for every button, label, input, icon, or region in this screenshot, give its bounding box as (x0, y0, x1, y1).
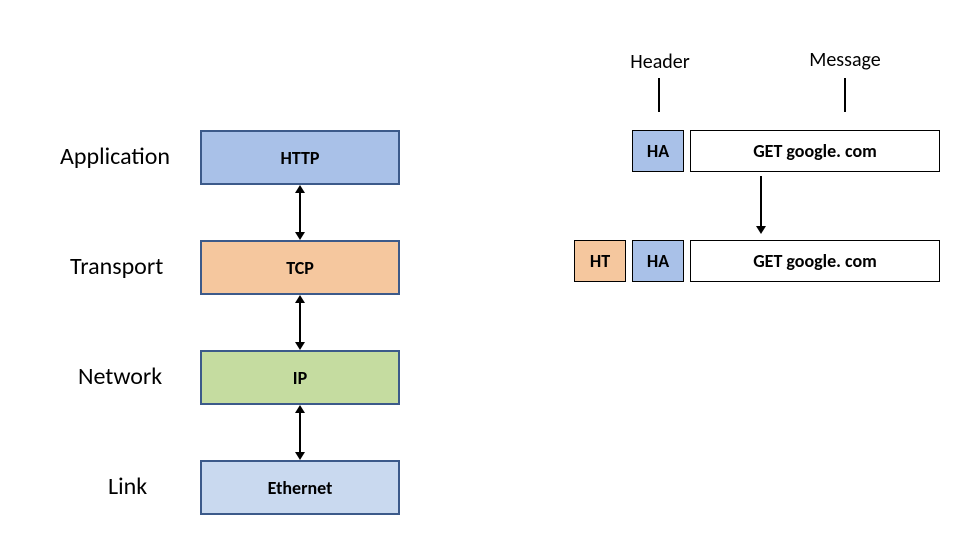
stack-connector-1-up (295, 185, 305, 193)
proto-box-ethernet: Ethernet (200, 460, 400, 515)
stack-connector-3-up (295, 405, 305, 413)
stack-connector-2-up (295, 295, 305, 303)
stack-connector-3 (299, 413, 301, 452)
stack-connector-1 (299, 193, 301, 232)
diagram-stage: Header Message Application Transport Net… (0, 0, 960, 540)
tick-message (844, 78, 846, 112)
stack-connector-3-down (295, 452, 305, 460)
tick-header (658, 78, 660, 112)
proto-box-http: HTTP (200, 130, 400, 185)
stack-connector-1-down (295, 232, 305, 240)
stack-connector-2-down (295, 342, 305, 350)
label-header: Header (612, 50, 708, 74)
label-message: Message (790, 48, 900, 72)
proto-box-tcp: TCP (200, 240, 400, 295)
layer-label-network: Network (78, 362, 162, 391)
packet-row1-msg: GET google. com (690, 130, 940, 172)
layer-label-application: Application (60, 142, 170, 171)
layer-label-transport: Transport (70, 252, 163, 281)
layer-label-link: Link (108, 472, 147, 501)
packet-row1-ha: HA (632, 130, 684, 172)
proto-box-ip: IP (200, 350, 400, 405)
packet-row2-ha: HA (632, 240, 684, 282)
packet-row2-msg: GET google. com (690, 240, 940, 282)
packet-row2-ht: HT (574, 240, 626, 282)
packet-down-arrow-line (760, 176, 762, 226)
packet-down-arrow-head (756, 226, 766, 234)
stack-connector-2 (299, 303, 301, 342)
